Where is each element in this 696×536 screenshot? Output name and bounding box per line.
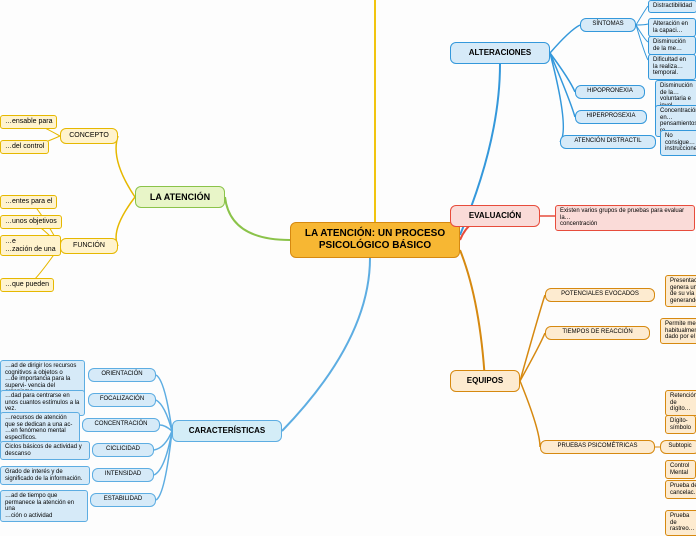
node-psicometricas[interactable]: PRUEBAS PSICOMÉTRICAS: [540, 440, 655, 454]
leaf: Dígito-símbolo: [665, 415, 696, 434]
leaf: Retención de dígito…: [665, 390, 696, 416]
leaf: Permite medir la demora más leve entre u…: [660, 318, 696, 344]
node-sintomas[interactable]: SÍNTOMAS: [580, 18, 636, 32]
leaf: …entes para el: [0, 195, 57, 209]
leaf: Ciclos básicos de actividad y descanso: [0, 441, 90, 460]
leaf: Distractibilidad: [648, 0, 696, 13]
branch-equipos[interactable]: EQUIPOS: [450, 370, 520, 392]
branch-evaluacion[interactable]: EVALUACIÓN: [450, 205, 540, 227]
branch-caracteristicas[interactable]: CARACTERÍSTICAS: [172, 420, 282, 442]
leaf: …ad de tiempo que permanece la atención …: [0, 490, 88, 522]
node-concentracion[interactable]: CONCENTRACIÓN: [82, 418, 160, 432]
node-funcion[interactable]: FUNCIÓN: [60, 238, 118, 254]
node-concepto[interactable]: CONCEPTO: [60, 128, 118, 144]
leaf: Alteración en la capaci…: [648, 18, 696, 37]
leaf: Control Mental: [665, 460, 696, 479]
leaf: …ensable para: [0, 115, 57, 129]
node-orientacion[interactable]: ORIENTACIÓN: [88, 368, 156, 382]
node-estabilidad[interactable]: ESTABILIDAD: [90, 493, 156, 507]
leaf: Grado de interés y de significado de la …: [0, 466, 90, 485]
leaf: Dificultad en la realiza… temporal.: [648, 54, 696, 80]
leaf: …unos objetivos: [0, 215, 62, 229]
node-hipopronexia[interactable]: HIPOPRONEXIA: [575, 85, 645, 99]
leaf: …del control: [0, 140, 49, 154]
leaf: No consigue… instrucciones: [660, 130, 696, 156]
node-hiperprosexia[interactable]: HIPERPROSEXIA: [575, 110, 647, 124]
branch-alteraciones[interactable]: ALTERACIONES: [450, 42, 550, 64]
leaf: …recursos de atención que se dedican a u…: [0, 412, 80, 444]
center-node[interactable]: LA ATENCIÓN: UN PROCESO PSICOLÓGICO BÁSI…: [290, 222, 460, 258]
node-distractil[interactable]: ATENCIÓN DISTRACTIL: [560, 135, 656, 149]
node-evocados[interactable]: POTENCIALES EVOCADOS: [545, 288, 655, 302]
node-ciclicidad[interactable]: CICLICIDAD: [92, 443, 154, 457]
branch-atencion[interactable]: LA ATENCIÓN: [135, 186, 225, 208]
leaf: …que pueden: [0, 278, 54, 292]
node-subtopic[interactable]: Subtopic: [660, 440, 696, 454]
node-reaccion[interactable]: TIEMPOS DE REACCIÓN: [545, 326, 650, 340]
leaf: Prueba de rastreo…: [665, 510, 696, 536]
leaf: …e …zación de una: [0, 235, 61, 256]
leaf: Existen varios grupos de pruebas para ev…: [555, 205, 695, 231]
leaf: Prueba de cancelac…: [665, 480, 696, 499]
node-intensidad[interactable]: INTENSIDAD: [92, 468, 154, 482]
node-focalizacion[interactable]: FOCALIZACIÓN: [88, 393, 156, 407]
leaf: Disminución de la me…: [648, 36, 696, 55]
leaf: Presentación de un estímulo a cualquier …: [665, 275, 696, 307]
